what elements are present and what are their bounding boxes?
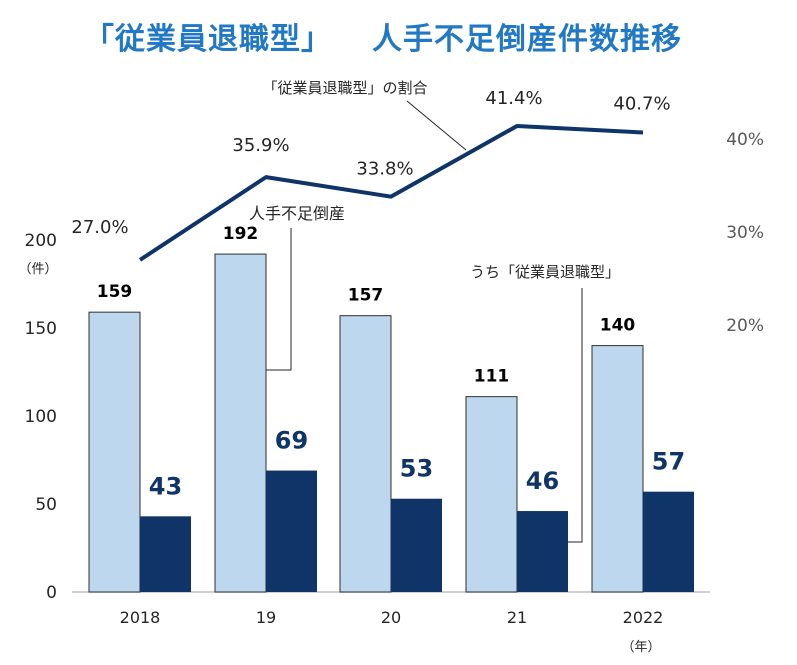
ratio-point-label: 40.7%: [613, 93, 670, 114]
annotation-ratio: 「従業員退職型」の割合: [262, 79, 427, 97]
bar-total-label: 159: [97, 282, 133, 302]
bar-total: [465, 396, 518, 593]
chart-title-right: 人手不足倒産件数推移: [372, 22, 682, 57]
bar-total-label: 111: [474, 367, 510, 387]
bar-total: [591, 345, 644, 593]
y-tick-label: 200: [25, 231, 57, 251]
y2-tick-label: 20%: [726, 316, 764, 336]
annotation-ratio-leader: [406, 100, 467, 151]
y2-tick-label: 40%: [726, 130, 764, 150]
bar-sub: [391, 498, 442, 592]
bar-total-label: 157: [348, 286, 384, 306]
bar-sub-label: 46: [526, 467, 559, 495]
ratio-line: [138, 123, 644, 262]
bar-sub: [266, 470, 317, 592]
ratio-point-label: 41.4%: [485, 88, 542, 109]
chart-title-left: 「従業員退職型」: [84, 22, 332, 57]
x-tick-label: 20: [381, 608, 401, 627]
bar-total-label: 192: [223, 224, 259, 244]
x-tick-label: 21: [507, 608, 527, 627]
y-tick-label: 100: [25, 407, 57, 427]
annotation-sub-leader: [567, 288, 583, 543]
x-tick-label: 2018: [120, 608, 161, 627]
annotation-total-leader: [266, 228, 292, 371]
y-tick-label: 0: [46, 583, 57, 603]
ratio-point-label: 35.9%: [232, 135, 289, 156]
bar-sub-label: 69: [275, 427, 308, 455]
bar-total: [88, 311, 141, 593]
bar-sub: [517, 511, 568, 592]
bar-total-label: 140: [600, 316, 636, 336]
x-tick-label: 19: [256, 608, 276, 627]
bar-sub-label: 57: [652, 448, 685, 476]
x-tick-label: 2022: [623, 608, 664, 627]
annotation-sub: うち「従業員退職型」: [470, 263, 620, 281]
y-tick-label: 50: [35, 495, 57, 515]
y-tick-label: 150: [25, 319, 57, 339]
bar-total: [214, 253, 267, 593]
bar-sub: [140, 516, 191, 592]
bar-sub: [643, 491, 694, 592]
y2-tick-label: 30%: [726, 223, 764, 243]
bar-sub-label: 43: [149, 472, 182, 500]
bar-sub-label: 53: [400, 455, 433, 483]
annotation-total: 人手不足倒産: [249, 204, 345, 223]
y-unit-label: （件）: [18, 262, 57, 277]
bar-total: [339, 315, 392, 593]
x-unit-label: （年）: [621, 640, 660, 655]
ratio-point-label: 33.8%: [356, 159, 413, 180]
ratio-point-label: 27.0%: [71, 217, 128, 238]
